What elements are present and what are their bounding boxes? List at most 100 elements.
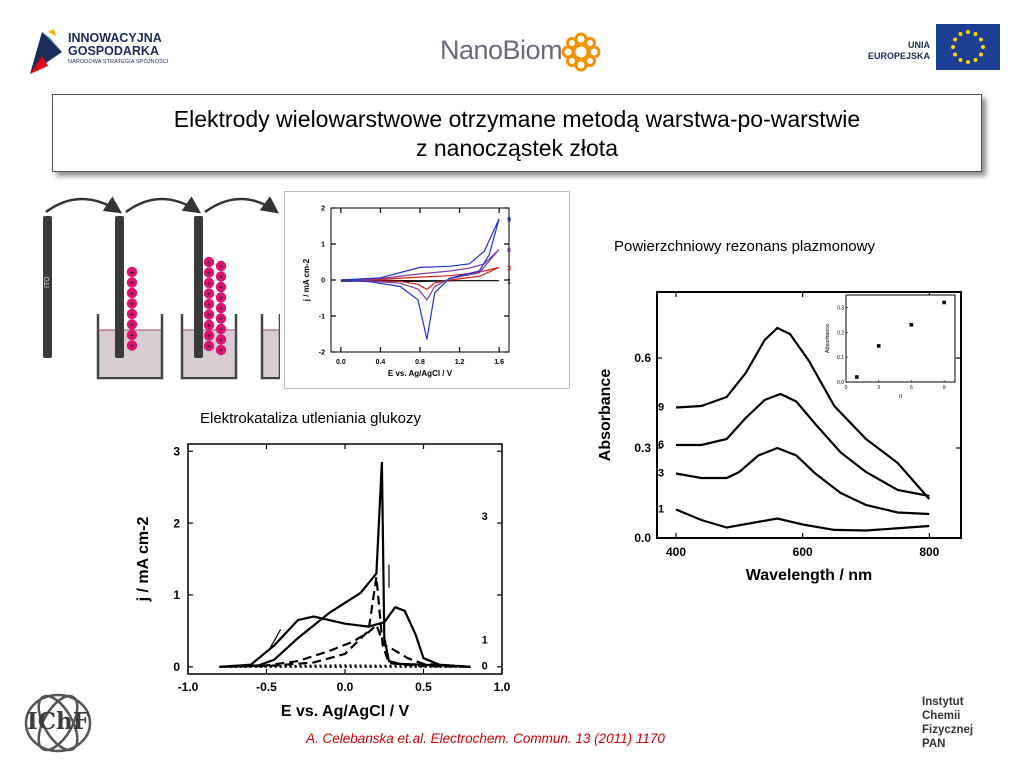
nanobiom-text-part1: Nano bbox=[440, 35, 503, 65]
cv-inset-figure: 0.0 0.4 0.8 1.2 1.6 -2 -1 0 1 2 1 3 6 9 E vs. Ag/AgCl … bbox=[284, 191, 570, 389]
particle-charge-label: + bbox=[207, 279, 212, 288]
glucose-series-label: 0 bbox=[482, 660, 488, 672]
gold-nanoparticle-icon bbox=[215, 334, 227, 345]
y-tick-label: 1 bbox=[173, 588, 180, 602]
particle-charge-label: + bbox=[130, 310, 135, 319]
nanobiom-logo: NanoBiom bbox=[440, 30, 601, 74]
particle-charge-label: + bbox=[219, 325, 224, 334]
particle-charge-label: + bbox=[130, 279, 135, 288]
beaker-icon bbox=[260, 314, 280, 380]
inset-y-tick-label: 0.1 bbox=[837, 355, 844, 361]
inset-y-axis-label: Absorbance bbox=[825, 324, 831, 353]
inset-x-tick-label: 3 bbox=[877, 385, 880, 391]
gold-nanoparticle-icon bbox=[126, 340, 138, 351]
gold-nanoparticle-icon bbox=[203, 330, 215, 341]
inset-y-tick-label: 0.2 bbox=[837, 330, 844, 336]
particle-charge-label: + bbox=[219, 304, 224, 313]
ito-label: ITO bbox=[44, 276, 51, 288]
plot-frame bbox=[656, 291, 962, 539]
cv-curve-3 bbox=[340, 266, 500, 291]
particle-charge-label: + bbox=[207, 332, 212, 341]
x-tick-label: 600 bbox=[793, 545, 813, 559]
particle-charge-label: + bbox=[219, 273, 224, 282]
x-tick-label: 1.2 bbox=[455, 359, 465, 366]
particle-charge-label: + bbox=[207, 342, 212, 351]
eu-star-icon bbox=[973, 32, 978, 37]
eu-line2: EUROPEJSKA bbox=[867, 51, 930, 61]
gold-nanoparticle-icon bbox=[126, 277, 138, 288]
inset-y-tick-label: 0.0 bbox=[837, 380, 844, 386]
flag-emblem-icon bbox=[30, 29, 62, 74]
absorbance-series-label: 3 bbox=[658, 468, 664, 480]
inset-data-point bbox=[942, 300, 946, 305]
eu-star-icon bbox=[958, 57, 963, 62]
x-tick-label: 1.6 bbox=[494, 359, 504, 366]
particle-charge-label: + bbox=[130, 342, 135, 351]
solution-fill bbox=[262, 330, 280, 376]
inset-data-point bbox=[855, 375, 859, 379]
gold-nanoparticle-icon bbox=[203, 256, 215, 268]
x-tick-label: 0.4 bbox=[376, 359, 386, 366]
particle-charge-label: + bbox=[130, 300, 135, 309]
y-tick-label: -1 bbox=[319, 313, 325, 320]
particle-charge-label: + bbox=[207, 290, 212, 299]
eu-star-icon bbox=[978, 52, 983, 57]
x-tick-label: 0.5 bbox=[415, 680, 432, 694]
eu-star-icon bbox=[966, 30, 970, 34]
absorbance-curve-1 bbox=[675, 508, 930, 532]
scan-arrow-icon bbox=[269, 629, 282, 650]
cv-series-label: 9 bbox=[507, 217, 511, 224]
cv-x-axis-label: E vs. Ag/AgCl / V bbox=[388, 369, 453, 378]
absorbance-y-axis-label: Absorbance bbox=[597, 369, 614, 462]
inset-y-tick-label: 0.3 bbox=[837, 305, 844, 311]
gold-nanoparticle-icon bbox=[126, 287, 138, 299]
y-tick-label: 0 bbox=[173, 660, 180, 674]
institute-line3: Fizycznej bbox=[922, 724, 974, 736]
plasmon-caption: Powierzchniowy rezonans plazmonowy bbox=[614, 238, 875, 255]
y-tick-label: 0.3 bbox=[634, 441, 651, 455]
particle-charge-label: + bbox=[130, 321, 135, 330]
eu-star-icon bbox=[978, 37, 983, 42]
beaker-icon bbox=[96, 314, 164, 380]
particle-charge-label: + bbox=[130, 331, 135, 340]
glucose-curve-3 bbox=[219, 461, 471, 668]
absorbance-series-label: 1 bbox=[658, 504, 664, 516]
y-tick-label: 2 bbox=[173, 516, 180, 530]
institute-line2: Chemii bbox=[922, 710, 961, 722]
inset-x-tick-label: 9 bbox=[943, 385, 946, 391]
gold-nanoparticle-icon bbox=[203, 288, 215, 299]
gold-nanoparticle-icon bbox=[215, 313, 227, 324]
particle-charge-label: + bbox=[219, 262, 224, 271]
absorbance-series-label: 9 bbox=[658, 402, 664, 414]
gold-nanoparticle-icon bbox=[126, 298, 138, 309]
particle-charge-label: + bbox=[207, 300, 212, 309]
logo-line1: INNOWACYJNA bbox=[68, 31, 162, 45]
gold-nanoparticle-icon bbox=[126, 308, 138, 320]
x-tick-label: 1.0 bbox=[494, 680, 511, 694]
particle-charge-label: + bbox=[219, 336, 224, 345]
glucose-curve-0 bbox=[219, 664, 471, 668]
gold-nanoparticle-icon bbox=[203, 267, 215, 278]
particle-charge-label: + bbox=[130, 268, 135, 277]
particle-charge-label: + bbox=[219, 283, 224, 292]
slide-title: Elektrody wielowarstwowe otrzymane metod… bbox=[53, 105, 981, 163]
gold-nanoparticle-icon bbox=[203, 340, 215, 352]
x-tick-label: 0.0 bbox=[337, 680, 354, 694]
gold-nanoparticle-icon bbox=[203, 277, 215, 289]
glucose-curve-1 bbox=[219, 576, 471, 668]
x-tick-label: -1.0 bbox=[178, 680, 199, 694]
gold-nanoparticles: +++++++++ ++ ++ ++ ++ ++ ++ ++ ++ + bbox=[126, 256, 227, 356]
glucose-y-axis-label: j / mA cm-2 bbox=[135, 517, 152, 603]
ichf-logo-text: IChF bbox=[26, 708, 90, 735]
y-tick-label: 3 bbox=[173, 444, 180, 458]
nanobiom-text-part2: Biom bbox=[502, 35, 563, 65]
ito-electrode-icon bbox=[194, 216, 203, 358]
cv-curve-9 bbox=[340, 218, 500, 340]
citation: A. Celebanska et.al. Electrochem. Commun… bbox=[306, 731, 665, 746]
gold-nanoparticle-icon bbox=[203, 298, 215, 310]
absorbance-curve-3 bbox=[675, 446, 930, 516]
gold-nanoparticle-icon bbox=[215, 260, 227, 272]
cv-curve-6 bbox=[340, 248, 500, 301]
unia-europejska-logo: UNIA EUROPEJSKA bbox=[840, 24, 1000, 76]
gold-nanoparticle-icon bbox=[215, 323, 227, 335]
